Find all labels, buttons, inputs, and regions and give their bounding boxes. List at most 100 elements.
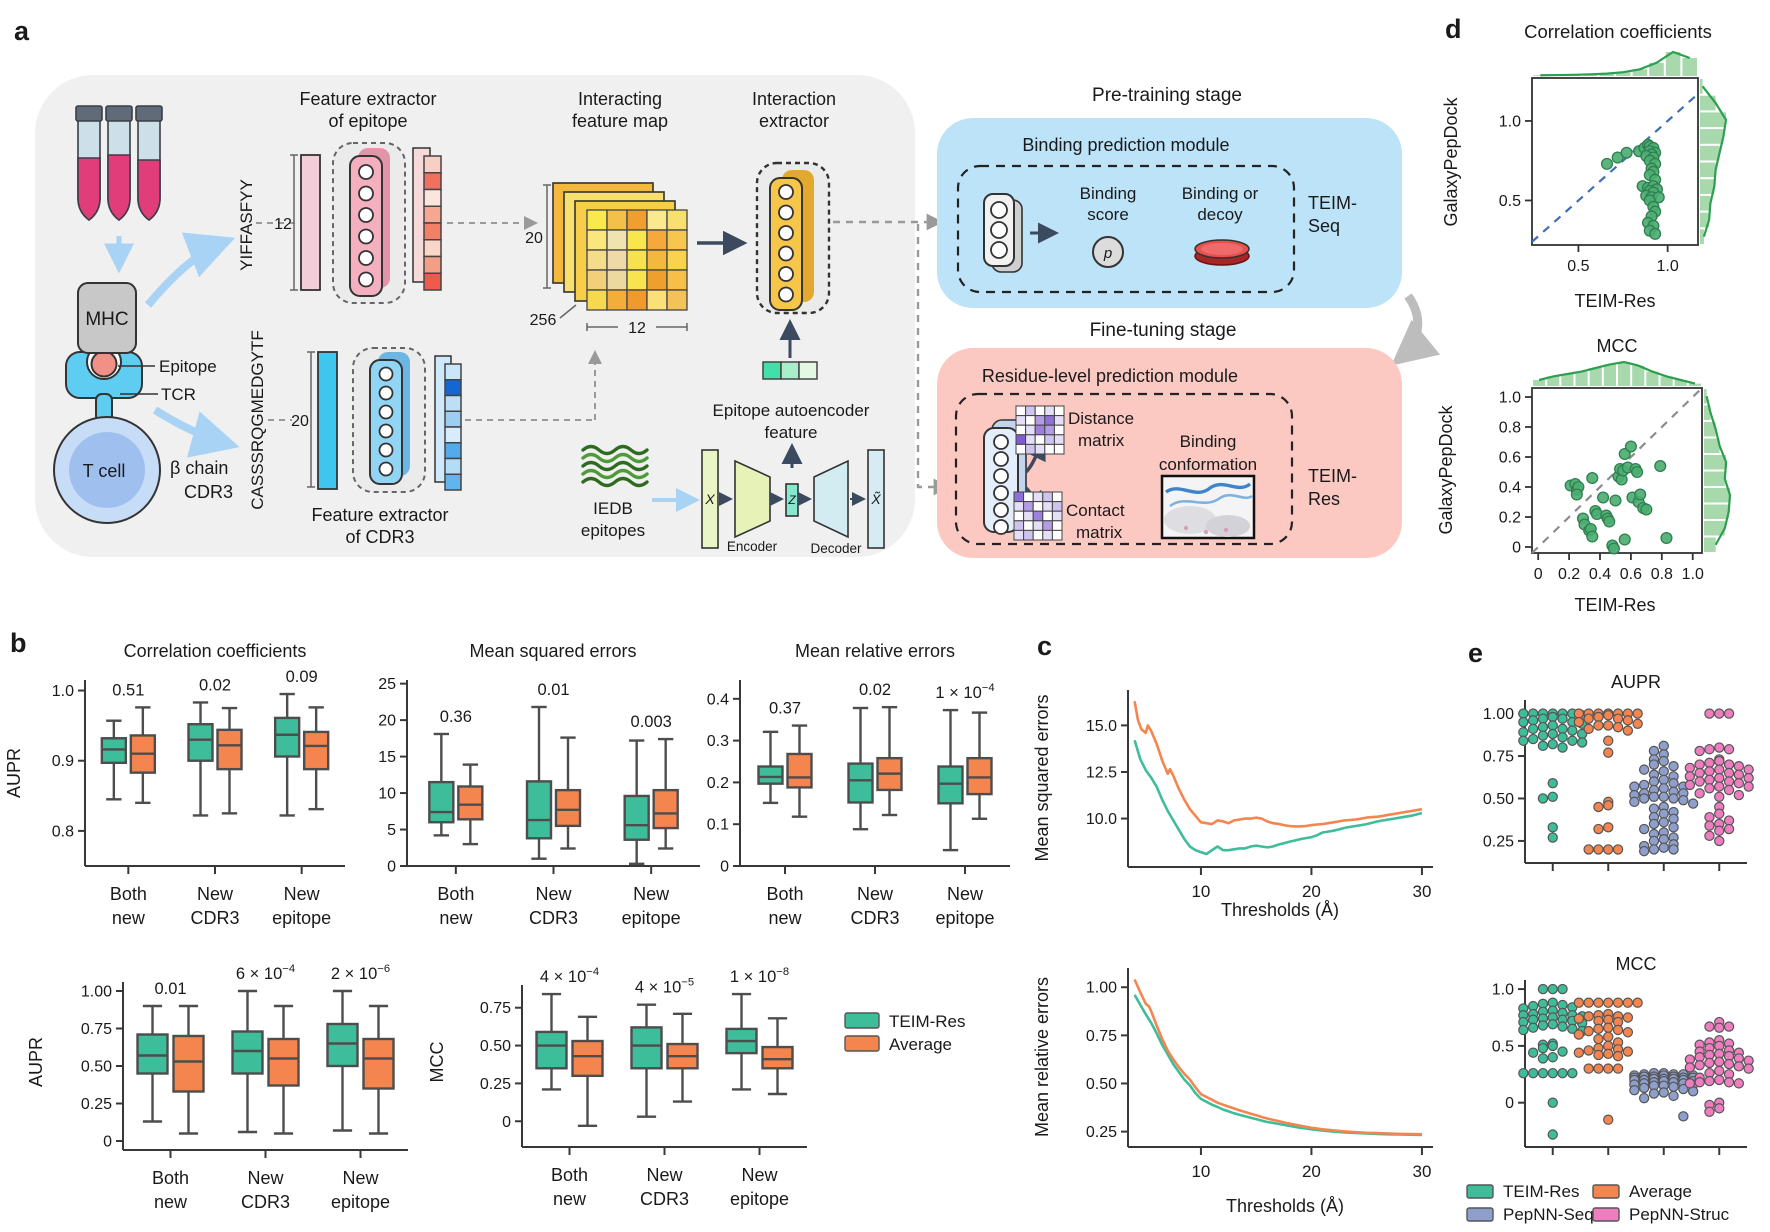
d1-frame [1531, 77, 1699, 246]
e2-swarm-Average [1573, 997, 1643, 1125]
autoencoder-feature-label-2: feature [765, 423, 818, 442]
b5-box-TEIM-Res [725, 992, 758, 1091]
e1-swarm-Average [1573, 708, 1643, 855]
c1-line-Average [1133, 700, 1423, 828]
c2-xtick: 30 [1412, 1162, 1431, 1181]
e2-swarm-PepNN-Struc [1684, 1016, 1754, 1117]
panel-letter-d: d [1445, 14, 1462, 44]
b1-ytick: 0.9 [52, 753, 74, 770]
pretraining-stage-label: Pre-training stage [1092, 85, 1242, 106]
dim-20-label: 20 [291, 413, 309, 430]
binding-conformation-label-1: Binding [1180, 432, 1237, 451]
b2-category: Both [437, 884, 474, 904]
b1-category: CDR3 [190, 908, 239, 928]
test-tubes-icon [75, 105, 163, 221]
b2-ytick: 25 [378, 676, 396, 693]
panel-letter-a: a [14, 16, 30, 46]
d2-xtick: 0.4 [1589, 566, 1611, 583]
contact-matrix-label-1: Contact [1066, 501, 1125, 520]
b2-category: New [535, 884, 572, 904]
c2-ytick: 0.50 [1086, 1076, 1117, 1093]
b4-category: CDR3 [241, 1192, 290, 1212]
d2-ytick: 0 [1512, 540, 1521, 557]
d1-xtick: 1.0 [1657, 258, 1679, 275]
interaction-extractor-title-1: Interaction [752, 89, 836, 109]
b1-category: epitope [272, 908, 331, 928]
binding-score-label-2: score [1087, 205, 1129, 224]
dim-20-fm-label: 20 [525, 230, 543, 247]
p-score-circle [1092, 236, 1124, 268]
b4-category: New [247, 1168, 284, 1188]
fe-epitope-title-2: of epitope [328, 111, 407, 131]
interaction-extractor-title-2: extractor [759, 111, 829, 131]
encoder-label: Encoder [727, 539, 778, 554]
p-value-label: 1 × 10−4 [935, 682, 994, 702]
e2-ytick: 1.0 [1492, 982, 1514, 999]
p-value-label: 0.02 [859, 681, 891, 699]
b5-ytick: 0.50 [480, 1038, 511, 1055]
e2-swarm-PepNN-Seq [1629, 1067, 1699, 1122]
arrow-to-epitope-row [144, 232, 236, 308]
t-cell-label: T cell [83, 461, 126, 481]
legend-e-swatch [1466, 1184, 1494, 1199]
b2-ytick: 0 [387, 859, 396, 876]
p-value-label: 0.01 [537, 681, 569, 699]
d2-diagonal [1531, 387, 1703, 554]
b4-category: new [154, 1192, 188, 1212]
b5-box-Average [571, 1015, 604, 1128]
d1-ytick: 0.5 [1499, 193, 1521, 210]
b4-ytick: 1.00 [81, 984, 112, 1001]
b5-category: New [741, 1165, 778, 1185]
fe-cdr3-title-1: Feature extractor [311, 505, 448, 525]
e1-ytick: 1.00 [1483, 706, 1514, 723]
d1-right-marginal [1700, 79, 1728, 244]
d2-top-marginal [1533, 360, 1701, 386]
cdr3-sequence: CASSSRQGMEDGYTF [248, 330, 267, 509]
teim-seq-label-2: Seq [1308, 216, 1340, 236]
d2-ytick: 0.2 [1499, 510, 1521, 527]
b2-ytick: 20 [378, 713, 396, 730]
distance-matrix-label-1: Distance [1068, 409, 1134, 428]
b5-ylabel: MCC [427, 1042, 447, 1083]
b3-category: CDR3 [850, 908, 899, 928]
legend-b-label: TEIM-Res [889, 1012, 966, 1031]
b5-category: new [553, 1189, 587, 1209]
teim-seq-label-1: TEIM- [1308, 193, 1357, 213]
b5-box-TEIM-Res [630, 1003, 663, 1118]
b4-box-TEIM-Res [136, 1004, 169, 1123]
e1-swarm-PepNN-Struc [1684, 708, 1754, 847]
p-value-label: 4 × 10−5 [635, 977, 694, 997]
c2-xlabel: Thresholds (Å) [1226, 1196, 1344, 1216]
b1-box-TEIM-Res [187, 701, 214, 817]
dim-256-label: 256 [530, 312, 557, 329]
teim-res-label-1: TEIM- [1308, 466, 1357, 486]
legend-e-label: Average [1629, 1182, 1692, 1201]
binding-decoy-label-1: Binding or [1182, 184, 1259, 203]
dim-12-fm-bracket [586, 323, 688, 331]
dim-12-fm-label: 12 [628, 320, 646, 337]
b1-category: New [197, 884, 234, 904]
epitope-label: Epitope [159, 357, 217, 376]
b2-category: New [633, 884, 670, 904]
legend-e-label: PepNN-Seq [1503, 1205, 1594, 1224]
e1-ytick: 0.75 [1483, 749, 1514, 766]
p-value-label: 0.51 [112, 681, 144, 699]
b1-box-Average [302, 706, 330, 811]
legend-b-label: Average [889, 1035, 952, 1054]
b3-box-Average [876, 705, 903, 817]
binding-decoy-label-2: decoy [1197, 205, 1243, 224]
b1-title: Correlation coefficients [124, 641, 307, 661]
b1-category: New [284, 884, 321, 904]
tcr-label: TCR [161, 385, 196, 404]
mhc-label: MHC [85, 309, 128, 330]
binding-score-label-1: Binding [1080, 184, 1137, 203]
arrow-pretrain-to-finetune [1391, 293, 1440, 366]
p-value-label: 0.37 [769, 700, 801, 718]
b2-ytick: 15 [378, 749, 396, 766]
legend-e-swatch [1592, 1184, 1620, 1199]
b4-ylabel: AUPR [26, 1037, 46, 1087]
c1-xtick: 10 [1191, 882, 1210, 901]
c1-ytick: 12.5 [1086, 764, 1117, 781]
legend-b-swatch [844, 1012, 880, 1029]
